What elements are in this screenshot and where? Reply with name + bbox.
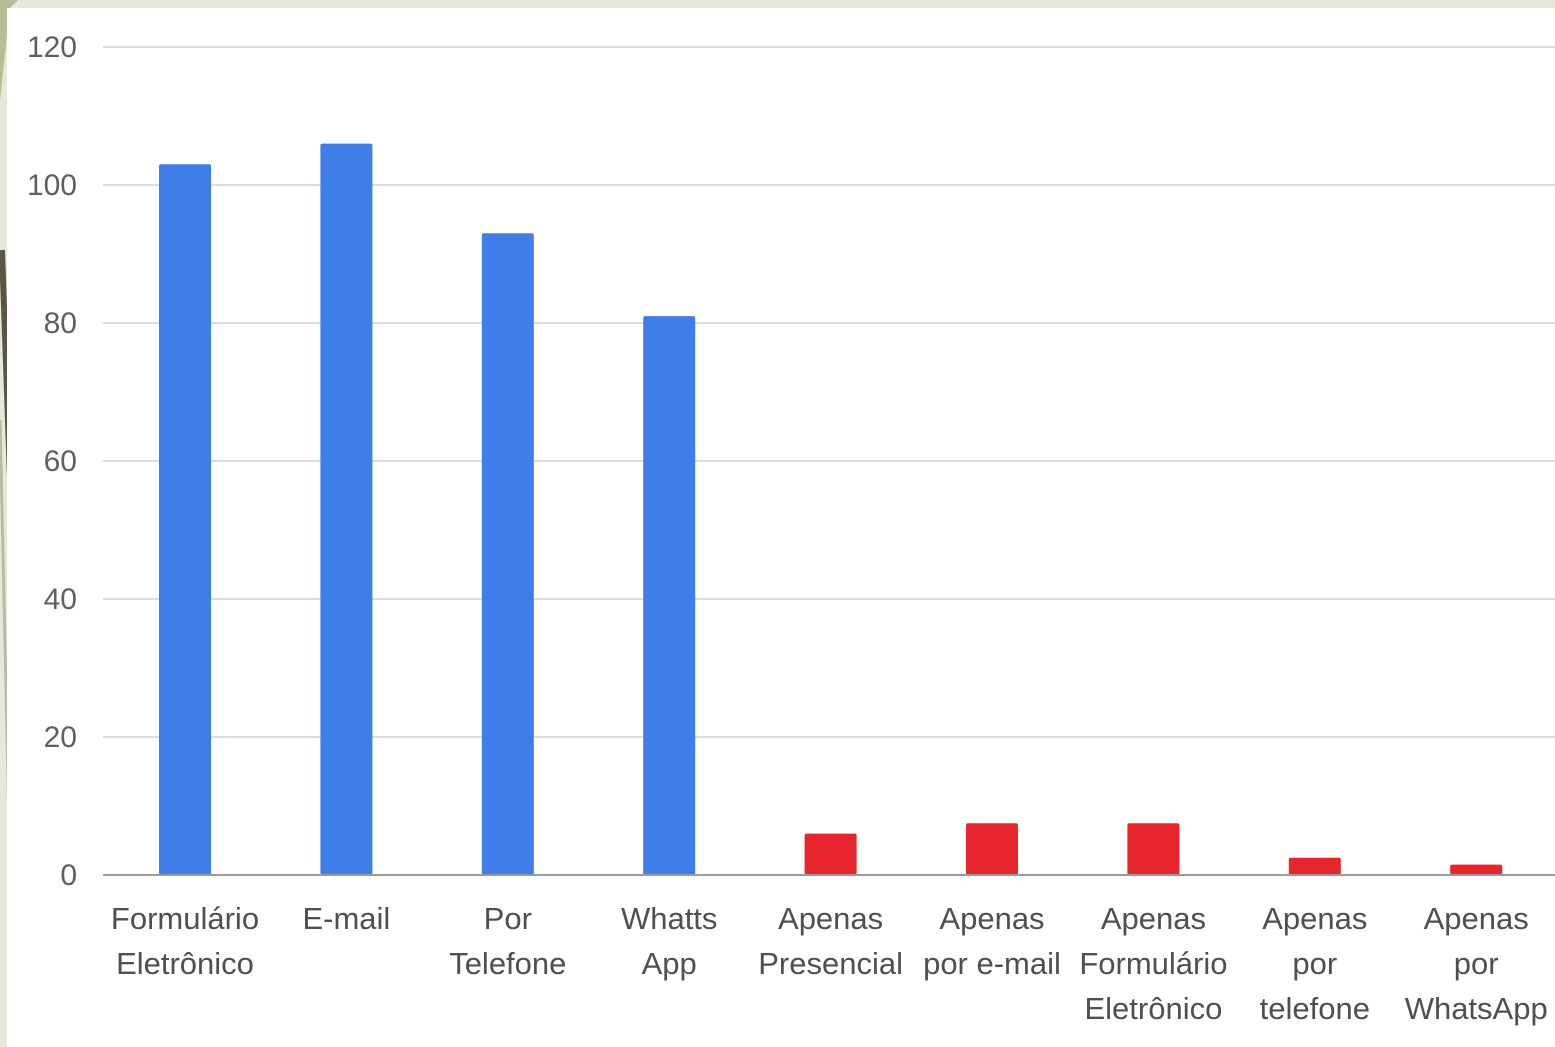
x-axis-labels: Formulário Eletrônico E-mail Por Telefone Wha… xyxy=(111,901,1548,1026)
y-tick-label: 100 xyxy=(27,169,77,202)
y-tick-label: 20 xyxy=(44,721,77,754)
x-tick-label: Eletrônico xyxy=(1084,991,1222,1026)
y-axis-ticks: 0 20 40 60 80 100 120 xyxy=(27,31,77,892)
x-tick-label: por xyxy=(1454,946,1499,981)
y-tick-label: 120 xyxy=(27,31,77,64)
x-tick-label: Formulário xyxy=(1079,946,1227,981)
bar xyxy=(643,316,696,876)
x-tick-label: Apenas xyxy=(939,901,1044,936)
x-tick-label: Apenas xyxy=(1262,901,1367,936)
bar xyxy=(481,233,534,876)
x-tick-label: App xyxy=(642,946,697,981)
x-tick-label: Apenas xyxy=(778,901,883,936)
bar xyxy=(320,143,373,876)
x-tick-label: Formulário xyxy=(111,901,259,936)
x-tick-label: por e-mail xyxy=(923,946,1061,981)
x-tick-label: WhatsApp xyxy=(1405,991,1548,1026)
x-tick-label: Presencial xyxy=(758,946,903,981)
x-tick-label: Telefone xyxy=(449,946,566,981)
bar xyxy=(1127,823,1180,875)
y-tick-label: 40 xyxy=(44,583,77,616)
x-tick-label: E-mail xyxy=(302,901,390,936)
x-tick-label: Apenas xyxy=(1424,901,1529,936)
x-tick-label: telefone xyxy=(1260,991,1370,1026)
x-tick-label: Eletrônico xyxy=(116,946,254,981)
x-tick-label: Apenas xyxy=(1101,901,1206,936)
bar xyxy=(159,164,211,876)
corner-shape xyxy=(0,0,18,100)
bar xyxy=(1450,864,1503,875)
bar xyxy=(804,833,857,875)
bar xyxy=(1288,857,1341,875)
y-tick-label: 80 xyxy=(44,307,77,340)
bars xyxy=(159,143,1503,876)
bar xyxy=(966,823,1018,875)
x-tick-label: Por xyxy=(484,901,532,936)
y-tick-label: 60 xyxy=(44,445,77,478)
x-tick-label: por xyxy=(1292,946,1337,981)
y-tick-label: 0 xyxy=(60,859,77,892)
x-tick-label: Whatts xyxy=(621,901,717,936)
